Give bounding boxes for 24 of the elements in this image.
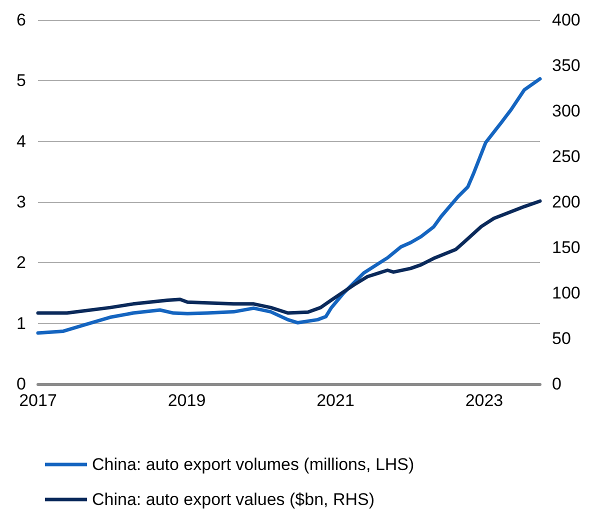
y2-tick-label: 0 [552,374,562,394]
y-tick-label: 2 [16,253,26,272]
y2-tick-label: 200 [552,192,580,212]
legend-label: China: auto export values ($bn, RHS) [92,490,375,509]
y-tick-label: 0 [16,374,26,394]
x-tick-label: 2021 [316,391,354,410]
x-tick-label: 2023 [465,391,504,410]
y-tick-label: 4 [16,132,26,151]
y2-tick-label: 350 [552,56,580,75]
line-series [36,77,542,335]
y-tick-label: 1 [16,314,26,333]
y2-tick-label: 100 [552,284,580,302]
y2-tick-label: 300 [552,102,580,120]
x-tick-label: 2019 [168,391,206,410]
y2-tick-label: 400 [552,10,580,30]
y2-tick-label: 50 [552,329,571,348]
line-series [36,199,542,315]
x-tick-label: 2017 [19,391,57,410]
y-tick-label: 6 [16,10,26,30]
y-tick-label: 3 [16,192,26,212]
y-tick-label: 5 [16,71,26,90]
y2-tick-label: 250 [552,147,580,166]
y2-tick-label: 150 [552,238,580,257]
legend-label: China: auto export volumes (millions, LHS) [92,455,414,474]
